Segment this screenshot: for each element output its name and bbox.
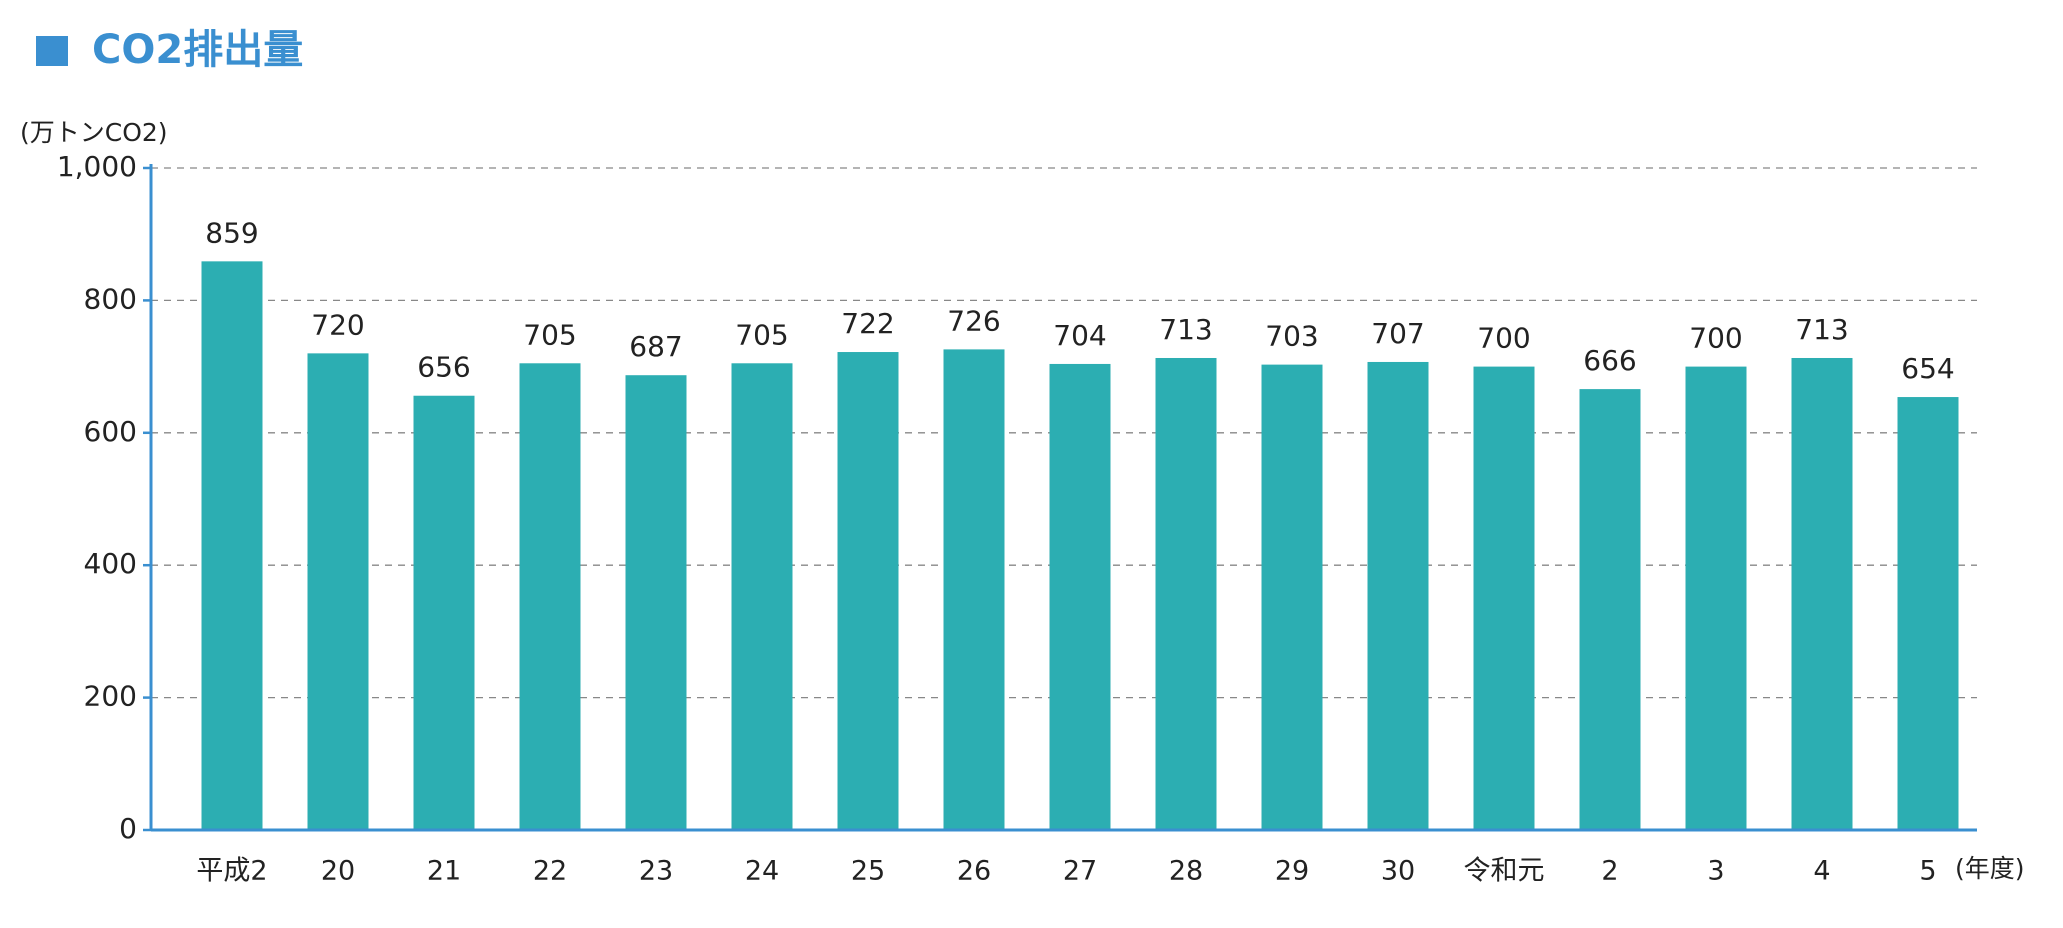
x-tick-label: 20	[321, 856, 355, 887]
value-label: 700	[1477, 322, 1530, 355]
x-tick-label: 28	[1169, 856, 1203, 887]
bar	[1579, 389, 1641, 830]
bar	[307, 353, 369, 830]
y-tick-label: 400	[84, 547, 137, 580]
bar	[943, 349, 1005, 830]
bar	[1473, 366, 1535, 830]
x-tick-label: 2	[1601, 856, 1618, 887]
y-axis-label: (万トンCO2)	[20, 118, 168, 147]
bar	[837, 352, 899, 830]
chart-title: CO2排出量	[92, 27, 303, 73]
x-tick-label: 25	[851, 856, 885, 887]
y-tick-label: 800	[84, 282, 137, 315]
value-label: 654	[1901, 352, 1954, 385]
value-label: 704	[1053, 319, 1106, 352]
y-tick-label: 600	[84, 415, 137, 448]
value-label: 656	[417, 351, 470, 384]
value-label: 726	[947, 304, 1000, 337]
x-tick-label: 24	[745, 856, 779, 887]
value-label: 705	[735, 318, 788, 351]
y-tick-label: 0	[119, 812, 137, 845]
x-tick-label: 令和元	[1464, 856, 1545, 887]
value-label: 722	[841, 307, 894, 340]
y-tick-label: 200	[84, 680, 137, 713]
x-tick-label: 26	[957, 856, 991, 887]
bar	[1155, 357, 1217, 830]
value-label: 720	[311, 308, 364, 341]
bar	[731, 363, 793, 830]
y-tick-label: 1,000	[57, 150, 137, 183]
x-tick-label: 22	[533, 856, 567, 887]
x-tick-label: 3	[1707, 856, 1724, 887]
x-tick-label: 21	[427, 856, 461, 887]
bar	[1049, 363, 1111, 830]
bar	[1897, 397, 1959, 830]
bar	[413, 395, 475, 830]
x-tick-label: 29	[1275, 856, 1309, 887]
value-label: 700	[1689, 322, 1742, 355]
x-tick-label: 5	[1919, 856, 1936, 887]
bar	[1791, 357, 1853, 830]
bar	[1367, 361, 1429, 830]
bar	[201, 261, 263, 830]
value-label: 687	[629, 330, 682, 363]
x-tick-label: 23	[639, 856, 673, 887]
bar	[625, 375, 687, 830]
x-tick-label: 27	[1063, 856, 1097, 887]
value-label: 666	[1583, 344, 1636, 377]
x-tick-label: 30	[1381, 856, 1415, 887]
value-label: 859	[205, 216, 258, 249]
value-label: 705	[523, 318, 576, 351]
value-label: 713	[1795, 313, 1848, 346]
x-tick-label: 平成2	[196, 856, 267, 887]
value-label: 713	[1159, 313, 1212, 346]
value-label: 703	[1265, 320, 1318, 353]
bar	[1261, 364, 1323, 830]
bar	[519, 363, 581, 830]
title-marker	[36, 36, 68, 66]
value-label: 707	[1371, 317, 1424, 350]
bar	[1685, 366, 1747, 830]
x-axis-label: (年度)	[1955, 854, 2025, 883]
x-tick-label: 4	[1813, 856, 1830, 887]
